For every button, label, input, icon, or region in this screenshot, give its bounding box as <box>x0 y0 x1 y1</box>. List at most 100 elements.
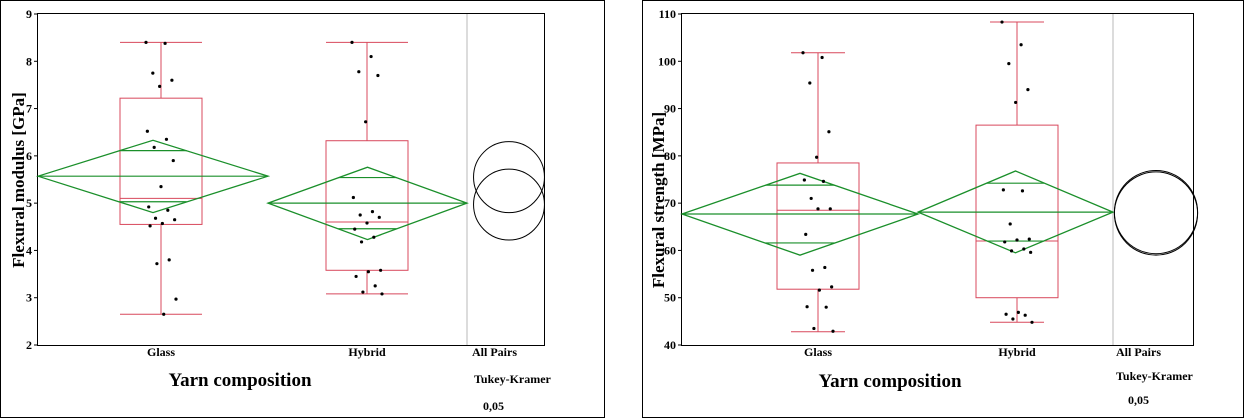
category-label-hybrid: Hybrid <box>348 345 386 359</box>
chart-flexural-strength: Flexural strength [MPa] Glass Hybrid Yar… <box>649 7 1199 407</box>
data-point <box>159 184 163 189</box>
data-point <box>358 213 362 217</box>
y-tick-label: 100 <box>658 54 676 68</box>
data-point <box>1023 313 1027 317</box>
comparison-circle <box>1113 171 1199 256</box>
data-point <box>366 270 370 274</box>
data-point <box>1004 312 1008 316</box>
data-point <box>805 305 809 309</box>
y-tick-label: 50 <box>664 291 676 305</box>
data-point <box>163 41 167 45</box>
data-point <box>801 51 805 55</box>
x-axis-label: Yarn composition <box>168 370 311 391</box>
data-point <box>824 305 828 309</box>
data-point <box>144 40 148 44</box>
data-point <box>162 312 166 316</box>
data-point <box>152 145 156 149</box>
comparison-test-label: Tukey-Kramer <box>474 372 552 386</box>
y-tick-label: 6 <box>26 149 32 163</box>
box-iqr <box>776 162 860 290</box>
data-point <box>831 329 835 333</box>
data-point <box>153 216 158 220</box>
data-point <box>1007 62 1011 66</box>
data-point <box>1015 238 1019 242</box>
data-point <box>373 284 377 288</box>
comparison-circle <box>473 168 545 241</box>
data-point <box>364 120 368 124</box>
data-point <box>810 268 815 272</box>
data-point <box>1001 188 1005 192</box>
data-point <box>816 207 820 211</box>
data-point <box>1016 310 1020 314</box>
comparison-alpha-label: 0,05 <box>1128 393 1149 407</box>
comparison-all-pairs-label: All Pairs <box>1116 345 1161 359</box>
y-tick-label: 40 <box>664 338 676 352</box>
plot-frame <box>37 13 545 346</box>
y-tick-label: 90 <box>664 102 676 116</box>
data-point <box>830 285 834 289</box>
data-point <box>370 210 375 214</box>
y-tick-label: 9 <box>26 7 32 21</box>
data-point <box>804 232 808 236</box>
data-point <box>802 178 806 182</box>
category-label-hybrid: Hybrid <box>998 345 1036 359</box>
data-point <box>1026 88 1030 92</box>
data-point <box>147 205 151 209</box>
data-point <box>809 196 813 201</box>
data-point <box>1003 240 1007 244</box>
y-tick-label: 110 <box>659 7 676 21</box>
data-point <box>1022 247 1026 251</box>
comparison-test-label: Tukey-Kramer <box>1116 369 1194 383</box>
data-point <box>1009 249 1014 253</box>
box-iqr <box>975 124 1059 299</box>
data-point <box>166 208 170 212</box>
data-point <box>155 262 159 266</box>
data-point <box>1019 43 1023 47</box>
data-point <box>167 258 171 262</box>
data-point <box>151 71 155 75</box>
data-point <box>350 40 354 44</box>
data-point <box>376 73 380 78</box>
data-point <box>174 297 178 301</box>
y-tick-label: 2 <box>26 338 32 352</box>
data-point <box>377 215 381 219</box>
data-point <box>380 292 384 296</box>
data-point <box>1020 189 1025 193</box>
category-label-glass: Glass <box>804 345 832 359</box>
data-point <box>353 227 357 231</box>
chart-flexural-modulus: Flexural modulus [GPa] Glass Hybrid Yarn… <box>9 7 552 413</box>
comparison-all-pairs-label: All Pairs <box>472 345 517 359</box>
data-point <box>354 274 358 279</box>
data-point <box>1008 222 1012 226</box>
category-label-glass: Glass <box>147 345 175 359</box>
data-point <box>369 54 373 59</box>
data-point <box>821 179 826 183</box>
y-tick-label: 70 <box>664 196 676 210</box>
x-axis-label: Yarn composition <box>818 371 961 392</box>
data-point <box>171 158 175 163</box>
y-tick-label: 60 <box>664 243 676 257</box>
data-point <box>815 155 819 159</box>
y-axis-label: Flexural strength [MPa] <box>649 112 668 288</box>
data-point <box>812 326 816 331</box>
data-point <box>808 81 812 85</box>
data-point <box>361 290 365 294</box>
data-point <box>379 268 383 272</box>
data-point <box>1014 100 1018 105</box>
box-iqr <box>325 140 409 271</box>
data-point <box>372 235 376 239</box>
y-tick-label: 5 <box>26 196 32 210</box>
y-tick-label: 3 <box>26 291 32 305</box>
data-point <box>351 195 355 200</box>
data-point <box>164 137 169 141</box>
y-axis-label: Flexural modulus [GPa] <box>9 92 28 268</box>
comparison-alpha-label: 0,05 <box>483 399 504 413</box>
data-point <box>1029 250 1033 254</box>
data-point <box>1011 317 1015 321</box>
data-point <box>1000 20 1004 24</box>
comparison-circle <box>1113 170 1199 255</box>
y-tick-label: 80 <box>664 149 676 163</box>
plot-frame <box>681 13 1194 346</box>
data-point <box>148 224 152 228</box>
